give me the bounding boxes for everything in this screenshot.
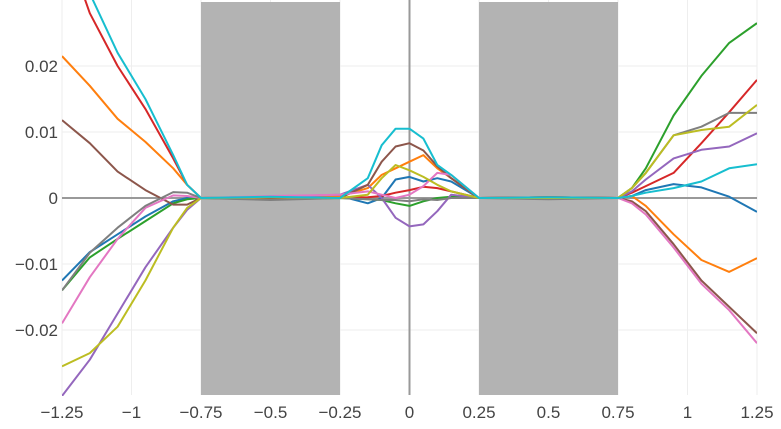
y-tick-label: 0.01 bbox=[25, 123, 58, 142]
y-tick-label: 0 bbox=[49, 189, 58, 208]
x-tick-label: −0.75 bbox=[179, 403, 222, 422]
series-line-5 bbox=[62, 119, 757, 335]
series-line-3 bbox=[84, 0, 757, 199]
series-lines bbox=[62, 0, 757, 396]
series-line-0 bbox=[62, 175, 757, 282]
x-tick-label: 1 bbox=[683, 403, 692, 422]
y-tick-label: −0.02 bbox=[15, 321, 58, 340]
y-tick-labels: −0.02 −0.01 0 0.01 0.02 bbox=[15, 57, 58, 340]
series-line-2 bbox=[62, 22, 757, 292]
x-tick-label: −1.25 bbox=[40, 403, 83, 422]
series-line-1 bbox=[62, 55, 757, 273]
x-tick-labels: −1.25 −1 −0.75 −0.5 −0.25 0 0.25 0.5 0.75 1 1.25 bbox=[40, 403, 773, 422]
y-tick-label: 0.02 bbox=[25, 57, 58, 76]
x-tick-label: −1 bbox=[122, 403, 141, 422]
y-tick-label: −0.01 bbox=[15, 255, 58, 274]
x-tick-label: 0.25 bbox=[462, 403, 495, 422]
x-tick-label: 0.5 bbox=[537, 403, 561, 422]
x-tick-label: 0 bbox=[405, 403, 414, 422]
x-tick-label: 1.25 bbox=[740, 403, 773, 422]
x-tick-label: −0.5 bbox=[254, 403, 288, 422]
series-line-8 bbox=[62, 104, 757, 368]
series-line-6 bbox=[62, 171, 757, 344]
x-tick-label: −0.25 bbox=[318, 403, 361, 422]
x-tick-label: 0.75 bbox=[601, 403, 634, 422]
series-line-9 bbox=[91, 0, 757, 199]
zero-lines bbox=[62, 0, 757, 395]
